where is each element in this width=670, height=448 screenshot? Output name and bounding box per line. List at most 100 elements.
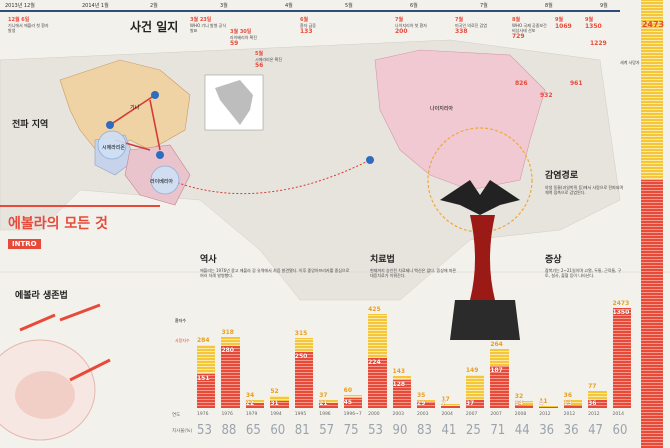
- bar-deaths-label: 151: [197, 375, 210, 383]
- rate-label: 65: [245, 423, 261, 438]
- event-7: 8월 WHO 국제 공중보건 비상사태 선포 729: [512, 17, 547, 40]
- year-label: 2007: [490, 412, 502, 417]
- year-label: 2012: [588, 412, 600, 417]
- bar-cases-label: 318: [221, 329, 234, 337]
- bar-cases: [465, 374, 485, 408]
- event-9: 932: [540, 92, 553, 99]
- bar-cases-label: 32: [514, 392, 524, 400]
- event-8: 826: [515, 80, 528, 87]
- rate-label: 81: [294, 423, 310, 438]
- bar-deaths: [539, 407, 558, 408]
- bar-cases-label: 11: [539, 397, 548, 405]
- bar-deaths: [441, 406, 460, 408]
- rate-labels: 53 88 65 60 81 57 75 53 90 83 41 25 71 44 36 36 47 60: [195, 423, 635, 443]
- year-label: 1996: [319, 412, 331, 417]
- timeline-prev-year: 2013년 12월: [5, 3, 35, 9]
- timeline-month-8: 8월: [545, 3, 553, 9]
- event-0: 12월 6일 기니에서 에볼라 첫 환자 발생: [8, 17, 49, 33]
- year-label: 2012: [563, 412, 576, 417]
- bar-cases-label: 34: [245, 392, 255, 400]
- year-label: 2014: [612, 412, 624, 417]
- bar-deaths-label: 250: [294, 353, 308, 361]
- bar-deaths-label: 29: [417, 400, 426, 407]
- bar-cases-label: 60: [343, 386, 353, 394]
- year-label: 1996~7: [343, 412, 362, 417]
- row-rate-label: 치사율(%): [172, 429, 193, 434]
- year-label: 1976: [221, 412, 233, 417]
- rate-label: 53: [197, 423, 212, 438]
- headline-block: 에볼라의 모든 것 INTRO: [0, 205, 170, 265]
- year-label: 1994: [270, 412, 282, 417]
- chart-legend: 환자수 사망자수: [175, 318, 190, 344]
- bar-deaths-label: 14: [514, 400, 524, 407]
- symptoms-text: 잠복기는 2~21일이며 고열, 두통, 근육통, 구토, 설사, 출혈 등이 …: [545, 268, 622, 278]
- bar-cases: [563, 400, 583, 408]
- rate-label: 60: [270, 423, 286, 438]
- year-label: 2003: [417, 412, 429, 417]
- headline-title: 에볼라의 모든 것: [8, 216, 108, 232]
- timeline-axis: [0, 10, 620, 12]
- bar-deaths: [343, 398, 363, 408]
- rate-label: 60: [612, 423, 628, 438]
- country-liberia: 라이베리아: [150, 179, 174, 185]
- timeline-title: 사건 일지: [130, 20, 179, 34]
- nigeria-region: [374, 49, 546, 191]
- bar-cases-label: 37: [319, 391, 328, 399]
- timeline-month-6: 6월: [410, 3, 418, 9]
- bar-deaths: [465, 399, 485, 408]
- world-cases-label: 세계 사망자: [620, 60, 640, 65]
- country-guinea: 기니: [130, 105, 140, 111]
- year-label: 2003: [392, 412, 404, 417]
- bar-deaths: [319, 403, 338, 408]
- bar-deaths-label: 187: [490, 367, 503, 375]
- country-nigeria: 나이지리아: [430, 106, 454, 112]
- bar-deaths: [221, 345, 240, 408]
- rate-label: 88: [221, 423, 237, 438]
- symptoms-title: 증상: [545, 255, 562, 265]
- timeline-month-3: 3월: [220, 3, 228, 9]
- bar-cases: [539, 405, 558, 408]
- bar-deaths-label: 7: [441, 400, 446, 407]
- bar-cases-label: 2473: [612, 300, 630, 307]
- spread-title: 전파 지역: [12, 120, 49, 130]
- bar-deaths-label: 21: [319, 400, 328, 407]
- bar-deaths-label: 128: [392, 380, 406, 388]
- intro-badge: INTRO: [8, 239, 41, 249]
- route-title: 감염경로: [545, 171, 579, 181]
- year-label: 1979: [245, 412, 258, 417]
- country-sierra-leone: 시에라리온: [102, 145, 126, 151]
- bar-deaths-label: 45: [343, 399, 353, 406]
- rate-label: 47: [588, 423, 603, 438]
- bar-cases-label: 36: [563, 392, 573, 399]
- bar-deaths: [514, 404, 534, 408]
- rate-label: 71: [490, 423, 506, 438]
- bar-deaths: [197, 374, 216, 408]
- bar-cases-label: 143: [392, 368, 406, 376]
- history-title: 역사: [200, 255, 217, 265]
- event-1: 3월 23일 WHO 기니 발병 공식 발표: [190, 17, 227, 33]
- event-6: 7월 미국인 의료진 감염 338: [455, 17, 487, 35]
- year-label: 2008: [514, 412, 527, 417]
- rate-label: 41: [441, 423, 457, 438]
- bar-cases-label: 315: [294, 330, 308, 337]
- rate-label: 36: [539, 423, 555, 438]
- bar-deaths: [563, 405, 583, 408]
- year-labels: 1976 1976 1979 1994 1995 1996 1996~7 2000 2003 20…: [195, 412, 635, 422]
- rate-label: 90: [392, 423, 408, 438]
- timeline: 사건 일지 2013년 12월 2014년 1월 2월 3월 4월 5월 6월 …: [0, 0, 670, 99]
- timeline-month-7: 7월: [480, 3, 488, 9]
- history-text: 에볼라는 1976년 콩고 에볼라 강 유역에서 처음 발견됐다. 이후 중앙아…: [200, 268, 350, 278]
- rate-label: 36: [563, 423, 579, 438]
- bar-cases-label: 35: [417, 392, 426, 400]
- event-10: 961: [570, 80, 583, 87]
- bar-deaths: [490, 366, 509, 408]
- year-label: 2012: [539, 412, 551, 417]
- rate-label: 53: [368, 423, 383, 438]
- treatment-text: 현재까지 승인된 치료제나 백신은 없다. 증상에 따른 대증치료가 이뤄진다.: [370, 268, 457, 278]
- event-3: 5월 시에라리온 확진 56: [255, 51, 283, 69]
- rate-label: 83: [417, 423, 432, 438]
- year-label: 2000: [368, 412, 380, 417]
- bar-cases-label: 17: [441, 396, 450, 404]
- bar-deaths: [612, 308, 631, 408]
